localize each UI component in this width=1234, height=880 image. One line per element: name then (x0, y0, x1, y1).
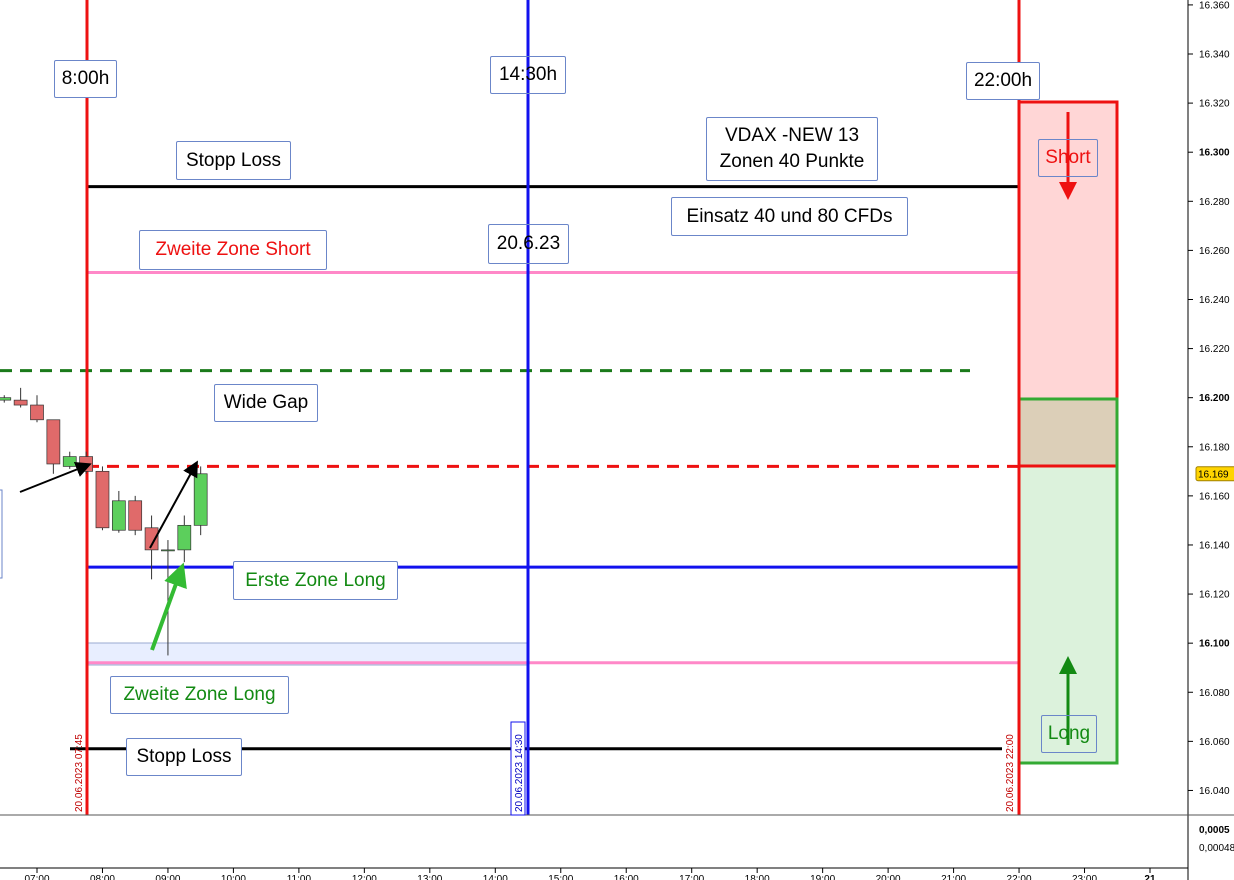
x-tick-label: 22:00 (1007, 874, 1032, 880)
annotation: Zweite Zone Short (139, 230, 327, 270)
candle-body (0, 397, 12, 401)
y-tick-label: 16.140 (1199, 540, 1230, 551)
annotation-text: Wide Gap (223, 392, 309, 413)
panel-label: 0,0005 (1199, 825, 1230, 836)
y-tick-label: 16.280 (1199, 197, 1230, 208)
annotation-text: Stopp Loss (185, 149, 282, 171)
y-tick-label: 16.060 (1199, 737, 1230, 748)
annotation: 22:00h (966, 62, 1040, 100)
candle-body (161, 549, 175, 552)
x-tick-label: 10:00 (221, 874, 246, 880)
annotation-text: Zweite Zone Long (123, 684, 276, 705)
annotation: 20.6.23 (488, 224, 569, 264)
vertical-label: 20.06.2023 14:30 (514, 734, 525, 812)
candle-body (144, 527, 159, 551)
x-tick-label: 12:00 (352, 874, 377, 880)
annotation-text: 20.6.23 (496, 233, 561, 254)
candle-body (62, 456, 77, 467)
candle-body (193, 473, 208, 526)
annotation: Wide Gap (214, 384, 318, 422)
x-tick-label: 09:00 (155, 874, 180, 880)
annotation-text: Stopp Loss (136, 746, 232, 767)
x-tick-label: 20:00 (876, 874, 901, 880)
annotation: Erste Zone Long (233, 561, 398, 600)
y-tick-label: 16.340 (1199, 50, 1230, 61)
y-tick-label: 16.080 (1199, 688, 1230, 699)
y-tick-label: 16.320 (1199, 99, 1230, 110)
x-tick-label: 14:00 (483, 874, 508, 880)
annotation: Long (1041, 715, 1097, 753)
y-tick-label: 16.200 (1199, 393, 1230, 404)
vertical-label: 20.06.2023 07:45 (74, 734, 85, 812)
annotation: 14:30h (490, 56, 566, 94)
x-tick-label: 07:00 (24, 874, 49, 880)
arrows (19, 112, 1077, 745)
y-tick-label: 16.260 (1199, 246, 1230, 257)
annotation: 8:00h (54, 60, 117, 98)
x-tick-label: 08:00 (90, 874, 115, 880)
candle-body (177, 524, 192, 551)
candle-body (46, 419, 61, 465)
arrow (150, 562, 187, 651)
arrow (19, 461, 92, 493)
annotation-text: Long (1047, 723, 1091, 744)
last-price-label: 16.169 (1198, 469, 1229, 480)
x-tick-label: 16:00 (614, 874, 639, 880)
annotation: Stopp Loss (176, 141, 291, 180)
y-tick-label: 16.300 (1199, 148, 1230, 159)
y-tick-label: 16.100 (1199, 639, 1230, 650)
candle-body (95, 470, 110, 529)
candle-body (13, 399, 28, 406)
x-tick-label: 23:00 (1072, 874, 1097, 880)
x-tick-label: 21 (1144, 874, 1156, 880)
annotation-text: 14:30h (498, 64, 558, 85)
vertical-label-box (510, 721, 526, 816)
annotation-text: Erste Zone Long (245, 569, 386, 591)
annotation: Short (1038, 139, 1098, 177)
candle-body (128, 500, 143, 531)
y-tick-label: 16.120 (1199, 590, 1230, 601)
y-tick-label: 16.160 (1199, 491, 1230, 502)
neutral-zone (1019, 399, 1117, 466)
candle-body (79, 456, 93, 472)
x-tick-label: 19:00 (810, 874, 835, 880)
annotation-text: Short (1045, 147, 1091, 168)
annotation-text: 8:00h (61, 68, 110, 89)
last-price-box (1195, 466, 1234, 482)
left-box (0, 489, 3, 579)
annotation: Stopp Loss (126, 738, 242, 776)
annotation: VDAX -NEW 13 Zonen 40 Punkte (706, 117, 878, 181)
annotation-text: 22:00h (973, 70, 1033, 91)
candle-body (111, 500, 126, 531)
annotation-text: VDAX -NEW 13 (724, 125, 860, 146)
annotation-text: Zonen 40 Punkte (719, 151, 865, 172)
x-tick-label: 11:00 (287, 874, 312, 880)
y-tick-label: 16.240 (1199, 295, 1230, 306)
annotation-text: Zweite Zone Short (155, 239, 311, 260)
panel-label: 0,00048 (1199, 843, 1234, 854)
x-tick-label: 17:00 (679, 874, 704, 880)
candle-body (30, 404, 44, 421)
y-tick-label: 16.040 (1199, 786, 1230, 797)
y-tick-label: 16.180 (1199, 442, 1230, 453)
x-tick-label: 18:00 (745, 874, 770, 880)
x-tick-label: 13:00 (417, 874, 442, 880)
annotation: Zweite Zone Long (110, 676, 289, 714)
y-tick-label: 16.220 (1199, 344, 1230, 355)
x-tick-label: 21:00 (941, 874, 966, 880)
x-tick-label: 15:00 (548, 874, 573, 880)
annotation: Einsatz 40 und 80 CFDs (671, 197, 908, 236)
vertical-label: 20.06.2023 22:00 (1005, 734, 1016, 812)
y-tick-label: 16.360 (1199, 0, 1230, 11)
annotation-text: Einsatz 40 und 80 CFDs (686, 205, 893, 227)
arrow (149, 460, 198, 549)
